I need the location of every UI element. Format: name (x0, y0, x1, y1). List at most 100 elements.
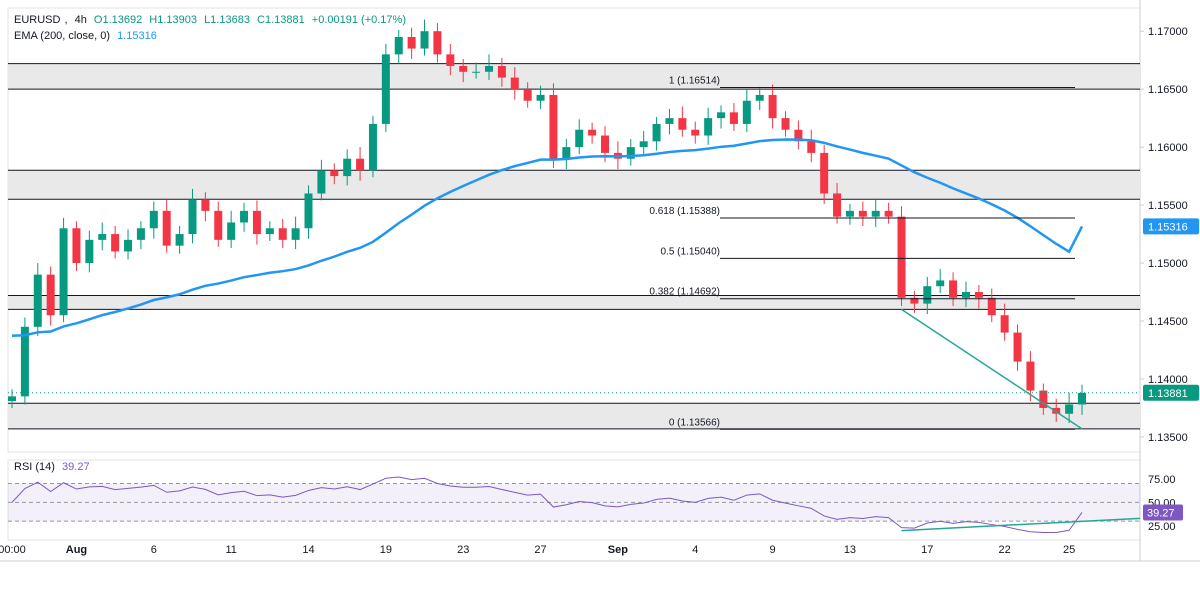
rsi-label: RSI (14) (14, 461, 55, 473)
candle-body (1039, 390, 1048, 408)
candle-body (1065, 404, 1074, 414)
candle-body (717, 112, 726, 119)
candle-body (755, 94, 764, 101)
candle-body (98, 234, 107, 240)
candle-body (484, 65, 493, 72)
candle-body (343, 158, 352, 177)
candle-body (111, 234, 120, 252)
candle-body (974, 292, 983, 298)
rsi-line (11, 476, 1083, 533)
candle-body (936, 280, 945, 287)
sr-zone (8, 170, 1140, 200)
candle-body (459, 65, 468, 72)
last-price-badge (1143, 384, 1199, 401)
ema-badge-text: 1.15316 (1148, 221, 1188, 233)
ohlc-open: O1.13692 (93, 14, 143, 26)
x-tick-label: 22 (999, 544, 1011, 556)
ohlc-high: H1.13903 (149, 14, 197, 26)
candle-body (381, 54, 390, 124)
candle-body (523, 89, 532, 101)
ohlc-close: C1.13881 (257, 14, 305, 26)
candle-body (639, 141, 648, 148)
candle-body (949, 280, 958, 298)
x-tick-label: Aug (66, 544, 87, 556)
candle-body (304, 193, 313, 229)
y-tick-label: 1.15000 (1148, 258, 1188, 270)
ema-label: EMA (200, close, 0) (14, 30, 110, 42)
candle-body (742, 100, 751, 124)
candle-body (1078, 392, 1086, 405)
candle-body (987, 297, 996, 316)
x-tick-label: Sep (608, 544, 628, 556)
candle-body (768, 94, 777, 119)
candle-body (626, 147, 635, 159)
rsi-trendline (901, 517, 1141, 532)
candle-body (227, 222, 236, 240)
rsi-tick-label: 25.00 (1148, 521, 1176, 533)
candle-body (1052, 407, 1061, 414)
candle-body (910, 297, 919, 304)
candle-body (575, 129, 584, 148)
y-tick-label: 1.17000 (1148, 26, 1188, 38)
candle-body (162, 210, 171, 246)
candle-body (188, 199, 197, 235)
y-tick-label: 1.15500 (1148, 200, 1188, 212)
candle-body (20, 326, 29, 397)
candle-body (149, 210, 158, 229)
y-tick-label: 1.13500 (1148, 432, 1188, 444)
sr-zone (8, 295, 1140, 310)
fib-level-label: 0 (1.13566) (669, 417, 720, 428)
candle-body (33, 274, 42, 327)
interval-label[interactable]: 4h (74, 14, 87, 26)
y-tick-label: 1.14500 (1148, 316, 1188, 328)
candle-body (136, 228, 145, 240)
x-tick-label: 27 (534, 544, 546, 556)
x-tick-label: 17 (921, 544, 933, 556)
candle-body (588, 129, 597, 136)
candle-body (8, 396, 16, 401)
trendline (901, 308, 1083, 430)
candle-body (433, 31, 442, 55)
candle-body (845, 210, 854, 217)
y-tick-label: 1.16500 (1148, 84, 1188, 96)
candle-body (472, 71, 481, 73)
candle-body (124, 239, 133, 252)
candle-body (72, 228, 81, 264)
candle-body (652, 123, 661, 142)
rsi-legend[interactable]: RSI (14) 39.27 (14, 461, 94, 473)
sr-zone (8, 63, 1140, 90)
candle-body (368, 123, 377, 171)
symbol-name[interactable]: EURUSD (14, 14, 61, 26)
x-tick-label: 23 (457, 544, 469, 556)
candle-body (665, 118, 674, 124)
candle-body (240, 210, 249, 223)
candle-body (1026, 361, 1035, 391)
last-price-badge-text: 1.13881 (1148, 388, 1188, 400)
x-tick-label: 11 (225, 544, 236, 556)
candle-body (961, 292, 970, 298)
candle-body (356, 158, 365, 171)
x-tick-label: 14 (302, 544, 314, 556)
y-tick-label: 1.16000 (1148, 142, 1188, 154)
candle-body (807, 141, 816, 153)
price-change: +0.00191 (+0.17%) (311, 14, 406, 26)
candle-body (278, 228, 287, 240)
ema-legend[interactable]: EMA (200, close, 0) 1.15316 (14, 30, 161, 42)
candle-body (781, 118, 790, 130)
candle-body (691, 129, 700, 136)
candle-body (704, 118, 713, 136)
candle-body (923, 286, 932, 304)
rsi-tick-label: 75.00 (1148, 474, 1176, 486)
candle-body (407, 36, 416, 49)
candle-body (536, 94, 545, 101)
sr-zone (8, 403, 1140, 429)
ema-value: 1.15316 (117, 30, 157, 42)
fib-level-label: 1 (1.16514) (669, 76, 720, 87)
candle-body (317, 170, 326, 194)
candle-body (214, 210, 223, 240)
rsi-badge-text: 39.27 (1147, 507, 1175, 519)
candle-body (201, 199, 210, 211)
candle-body (420, 31, 429, 49)
